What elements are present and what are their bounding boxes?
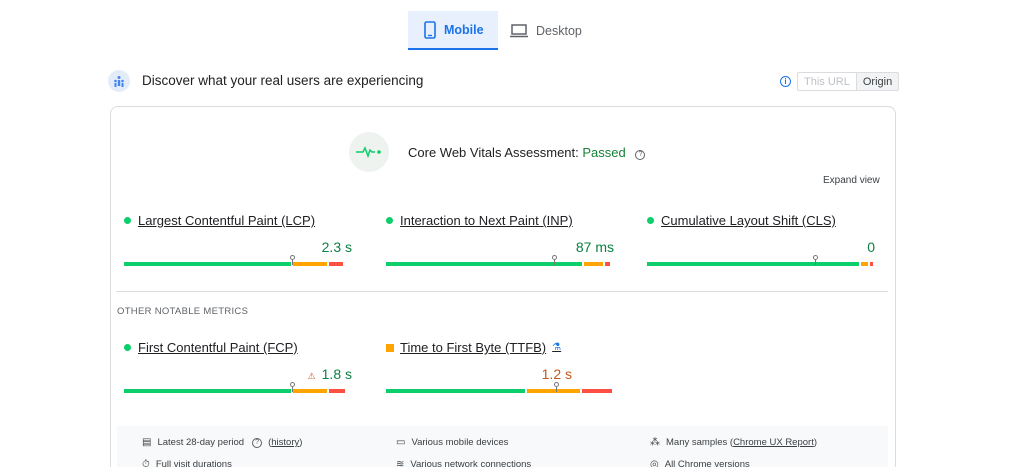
tab-desktop[interactable]: Desktop <box>498 11 594 50</box>
good-segment <box>647 262 860 266</box>
metric-name[interactable]: Largest Contentful Paint (LCP) <box>138 213 316 228</box>
device-tabs: Mobile Desktop <box>408 11 594 50</box>
devices-icon: ▭ <box>396 437 406 448</box>
metric-inp: Interaction to Next Paint (INP) 87 ms <box>386 213 614 266</box>
distribution-bar <box>124 255 352 266</box>
devices-label: Various mobile devices <box>411 437 509 448</box>
origin-button[interactable]: Origin <box>855 72 900 91</box>
history-link[interactable]: history <box>271 437 300 448</box>
good-segment <box>124 389 291 393</box>
tab-mobile[interactable]: Mobile <box>408 11 498 50</box>
info-icon[interactable]: i <box>780 76 791 87</box>
tab-desktop-label: Desktop <box>536 23 582 38</box>
chrome-icon: ◎ <box>650 459 659 467</box>
metric-fcp: First Contentful Paint (FCP) ⚠ 1.8 s <box>124 340 352 393</box>
good-dot-icon <box>124 217 131 224</box>
metric-value: 87 ms <box>575 239 614 255</box>
assessment-status: Passed <box>582 145 626 160</box>
poor-segment <box>604 262 610 266</box>
url-origin-toggle: This URL Origin <box>797 72 900 91</box>
poor-segment <box>582 389 612 393</box>
laptop-icon <box>510 23 528 37</box>
percentile-marker <box>289 255 295 265</box>
average-segment <box>584 262 603 266</box>
wifi-icon: ≋ <box>396 459 405 467</box>
metric-name[interactable]: Interaction to Next Paint (INP) <box>400 213 573 228</box>
footer-visit-durations: ⏱ Full visit durations <box>142 459 232 467</box>
metric-value: 0 <box>867 239 875 255</box>
distribution-bar <box>124 382 352 393</box>
phone-icon <box>424 20 436 39</box>
this-url-button[interactable]: This URL <box>797 72 856 91</box>
metric-lcp: Largest Contentful Paint (LCP) 2.3 s <box>124 213 352 266</box>
help-icon[interactable]: ? <box>252 437 263 448</box>
help-icon[interactable]: ? <box>635 149 646 160</box>
distribution-bar <box>386 255 614 266</box>
field-data-card <box>110 106 896 467</box>
metric-name[interactable]: Cumulative Layout Shift (CLS) <box>661 213 836 228</box>
footer-samples: ⁂ Many samples (Chrome UX Report) <box>650 437 817 448</box>
good-dot-icon <box>647 217 654 224</box>
good-segment <box>386 262 583 266</box>
percentile-marker <box>551 255 557 265</box>
footer-devices: ▭ Various mobile devices <box>396 437 508 448</box>
good-segment <box>124 262 291 266</box>
divider <box>116 291 888 292</box>
warning-icon: ⚠ <box>307 371 316 381</box>
metric-value-row: ⚠ 1.8 s <box>124 366 352 383</box>
average-segment <box>861 262 869 266</box>
metric-cls: Cumulative Layout Shift (CLS) 0 <box>647 213 875 266</box>
flask-icon: ⚗ <box>552 342 562 353</box>
samples-suffix: ) <box>813 437 818 448</box>
tab-mobile-label: Mobile <box>444 22 484 37</box>
assessment-title: Core Web Vitals Assessment: Passed ? <box>408 145 646 160</box>
percentile-marker <box>812 255 818 265</box>
metric-name[interactable]: Time to First Byte (TTFB) <box>400 340 547 355</box>
crux-link[interactable]: Chrome UX Report <box>733 437 814 448</box>
network-label: Various network connections <box>410 459 532 467</box>
distribution-bar <box>386 382 614 393</box>
metric-name[interactable]: First Contentful Paint (FCP) <box>138 340 298 355</box>
versions-label: All Chrome versions <box>664 459 750 467</box>
other-metrics-heading: OTHER NOTABLE METRICS <box>117 306 249 317</box>
pulse-icon <box>349 132 389 172</box>
good-dot-icon <box>124 344 131 351</box>
calendar-icon: ▤ <box>142 437 152 448</box>
footer-period: ▤ Latest 28-day period ? (history) <box>142 437 303 448</box>
poor-segment <box>870 262 873 266</box>
people-icon: ⁂ <box>650 437 660 448</box>
data-source-footer <box>117 426 888 467</box>
percentile-marker <box>289 382 295 392</box>
average-segment <box>292 389 328 393</box>
good-dot-icon <box>386 217 393 224</box>
expand-view-button[interactable]: Expand view <box>823 175 880 186</box>
percentile-marker <box>554 382 559 392</box>
average-square-icon <box>386 343 394 352</box>
footer-network: ≋ Various network connections <box>396 459 531 467</box>
poor-segment <box>329 262 344 266</box>
metric-value: 2.3 s <box>321 239 352 255</box>
good-segment <box>386 389 526 393</box>
distribution-bar <box>647 255 875 266</box>
samples-prefix: Many samples ( <box>666 437 734 448</box>
timer-icon: ⏱ <box>142 459 150 467</box>
average-segment <box>527 389 581 393</box>
period-label: Latest 28-day period <box>157 437 245 448</box>
metric-ttfb: Time to First Byte (TTFB) ⚗ 1.2 s <box>386 340 614 393</box>
footer-versions: ◎ All Chrome versions <box>650 459 750 467</box>
section-title: Discover what your real users are experi… <box>142 73 424 88</box>
metric-value: 1.8 s <box>321 366 352 382</box>
assessment-label: Core Web Vitals Assessment: <box>408 145 579 160</box>
average-segment <box>292 262 328 266</box>
visit-durations-label: Full visit durations <box>155 459 232 467</box>
metric-value: 1.2 s <box>541 366 572 382</box>
poor-segment <box>329 389 346 393</box>
users-globe-icon <box>108 70 130 92</box>
